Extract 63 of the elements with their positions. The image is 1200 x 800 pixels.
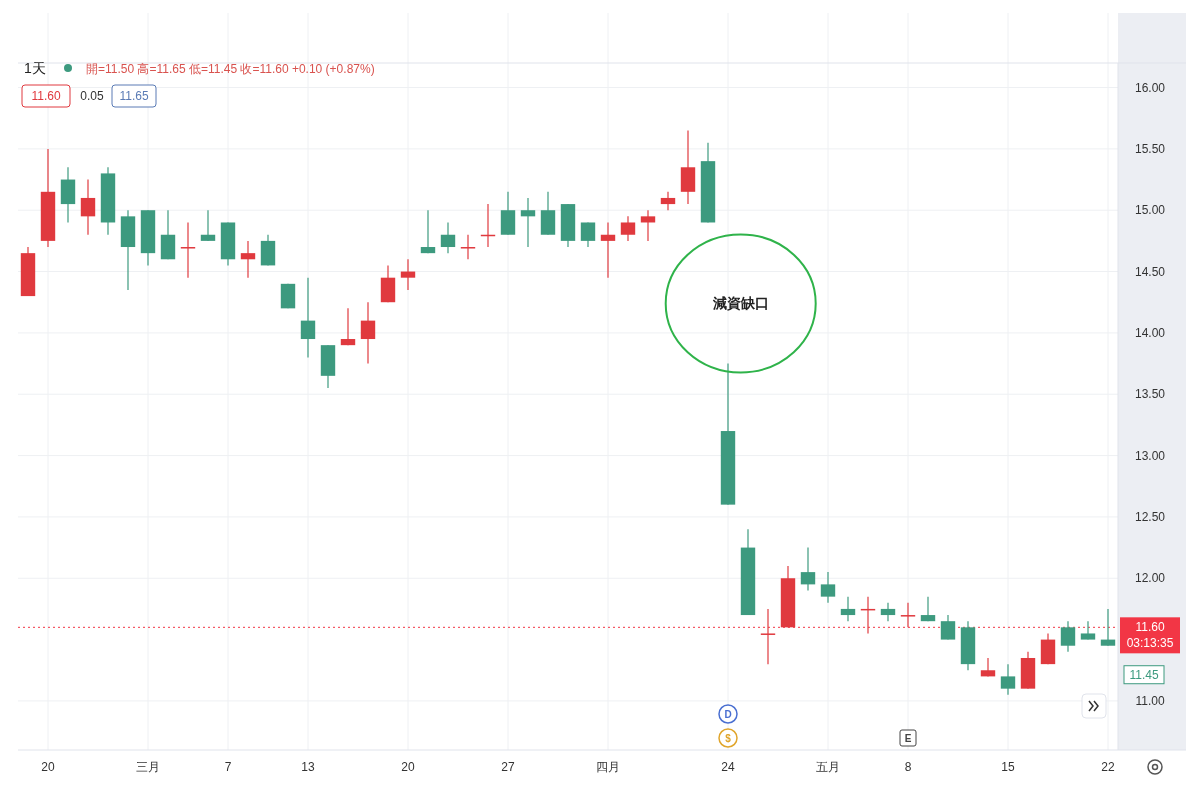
candlestick <box>460 234 476 260</box>
candlestick <box>420 209 436 254</box>
x-tick-label: 27 <box>501 760 515 774</box>
y-tick-label: 13.00 <box>1134 448 1166 463</box>
ref-line-label: 11.60 <box>1135 620 1165 635</box>
y-tick-label: 12.50 <box>1134 510 1166 525</box>
candlestick <box>640 209 656 242</box>
x-tick-label: 三月 <box>136 760 160 774</box>
x-tick-label: 四月 <box>596 760 620 774</box>
annotation: D <box>724 708 732 720</box>
candlestick <box>1100 608 1116 647</box>
x-tick-label: 20 <box>41 760 55 774</box>
candlestick <box>200 209 216 242</box>
x-tick-label: 8 <box>904 760 912 774</box>
x-tick-label: 13 <box>301 760 315 774</box>
candlestick <box>800 546 816 592</box>
candlestick <box>840 596 856 622</box>
x-tick-label: 7 <box>224 760 232 774</box>
y-tick-label: 14.50 <box>1134 264 1166 279</box>
y-tick-label: 15.50 <box>1134 142 1166 157</box>
candlestick <box>580 221 596 248</box>
y-tick-label: 13.50 <box>1134 387 1166 402</box>
text: 03:13:35 <box>1126 636 1174 651</box>
candlestick <box>340 307 356 346</box>
candlestick <box>440 221 456 254</box>
annotation: 減資缺口 <box>711 295 769 312</box>
candlestick <box>620 215 636 242</box>
candlestick <box>760 608 776 665</box>
y-tick-label: 14.00 <box>1134 326 1166 341</box>
candlestick <box>940 614 956 641</box>
x-tick-label: 20 <box>401 760 415 774</box>
candlestick <box>400 258 416 291</box>
candlestick <box>820 571 836 604</box>
x-tick-label: 24 <box>721 760 735 774</box>
candlestick <box>520 197 536 248</box>
candlestick <box>600 221 616 279</box>
candlestick <box>920 596 936 622</box>
annotation: E <box>904 732 912 744</box>
candlestick <box>180 221 196 279</box>
candlestick <box>660 191 676 211</box>
annotation: 11.60 <box>31 89 61 103</box>
x-tick-label: 五月 <box>816 760 840 774</box>
chart-title: 1天 <box>24 60 46 76</box>
candlestick <box>900 602 916 628</box>
candlestick <box>360 301 376 365</box>
y-tick-label: 16.00 <box>1134 80 1166 95</box>
candlestick <box>80 178 96 236</box>
candlestick <box>240 240 256 279</box>
annotation: $ <box>725 732 732 744</box>
x-tick-label: 15 <box>1001 760 1015 774</box>
annotation: 開=11.50 高=11.65 低=11.45 收=11.60 +0.10 (+0.87%) <box>86 62 375 76</box>
candlestick <box>1000 663 1016 696</box>
annotation: 0.05 <box>80 89 104 103</box>
candlestick <box>880 602 896 622</box>
candlestick <box>1080 620 1096 641</box>
candlestick <box>1060 620 1076 653</box>
y-tick-label: 11.00 <box>1135 694 1165 709</box>
x-tick-label: 22 <box>1101 760 1115 774</box>
annotation: 11.65 <box>119 89 149 103</box>
text: 11.45 <box>1129 667 1159 682</box>
candlestick <box>300 277 316 359</box>
y-tick-label: 12.00 <box>1134 571 1166 586</box>
y-tick-label: 15.00 <box>1134 203 1166 218</box>
